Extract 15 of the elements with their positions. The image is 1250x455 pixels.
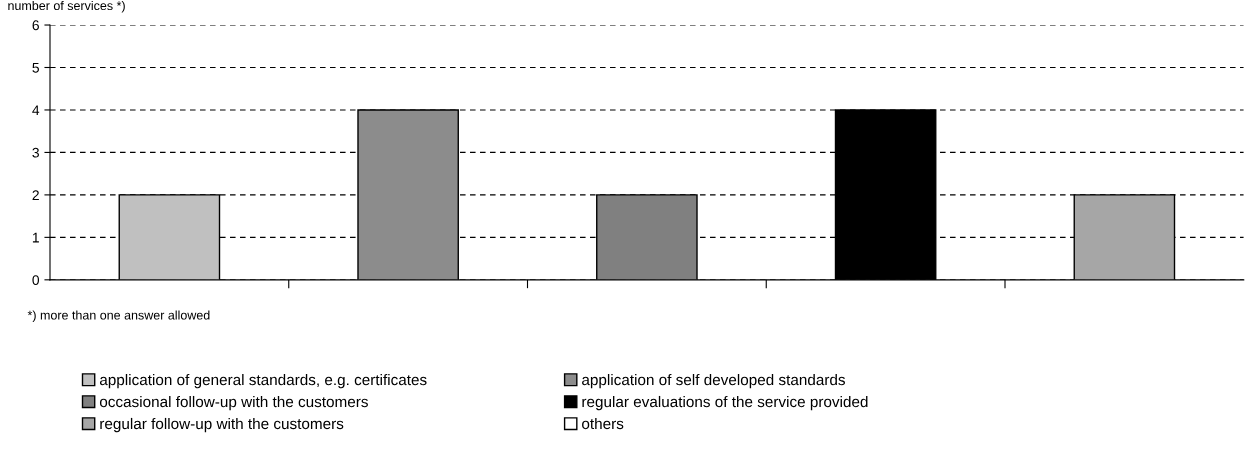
legend-label: others [582,417,624,430]
y-tick-label: 2 [32,190,39,200]
y-tick-label: 0 [32,275,40,285]
y-tick-label: 5 [32,62,39,73]
legend-label: occasional follow-up with the customers [99,395,368,411]
y-tick-label: 6 [32,20,39,31]
legend-label: application of general standards, e.g. certificates [99,373,427,389]
y-tick-label: 3 [32,147,39,158]
legend-label: regular evaluations of the service provided [582,395,868,411]
y-tick-label: 1 [32,232,39,243]
legend-label: regular follow-up with the customers [100,417,344,433]
legend-label: application of self developed standards [582,373,845,389]
y-axis-title: number of services *) [8,0,125,13]
y-tick-label: 4 [32,105,40,115]
text: *) more than one answer allowed [27,310,210,323]
